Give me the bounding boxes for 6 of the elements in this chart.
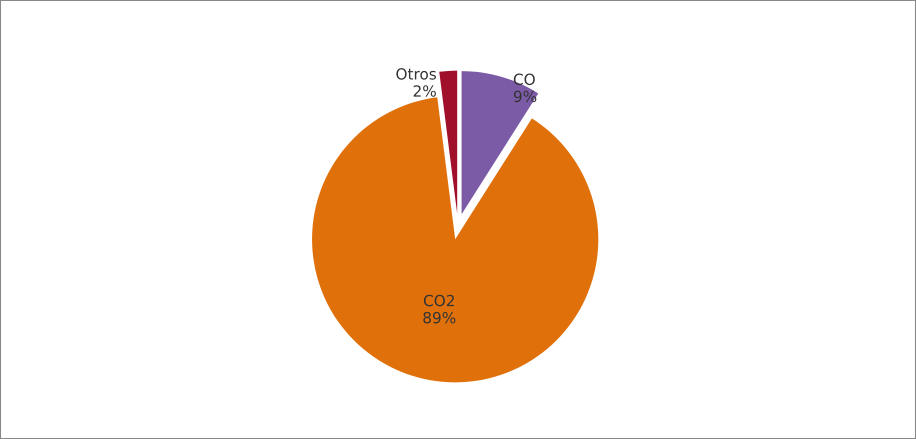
data-label: 9% — [514, 90, 536, 102]
data-label: 89% — [423, 312, 456, 324]
data-label: 2% — [414, 85, 436, 97]
slice-label: CO2 — [424, 294, 454, 306]
slice-label: Otros — [396, 68, 436, 80]
slice-label: CO — [514, 74, 535, 86]
